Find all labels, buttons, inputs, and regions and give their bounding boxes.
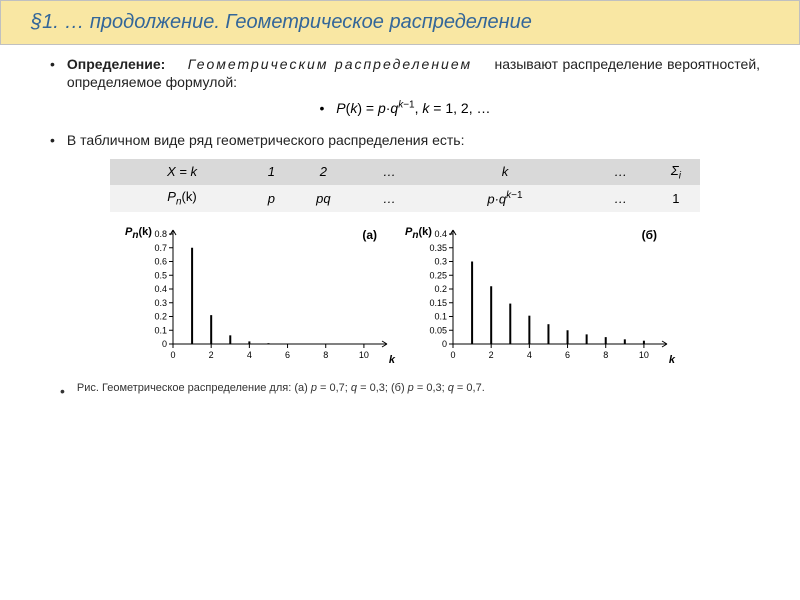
svg-text:0.25: 0.25 [429, 270, 447, 280]
svg-text:4: 4 [527, 350, 532, 360]
svg-text:0.3: 0.3 [434, 256, 447, 266]
caption-text: Рис. Геометрическое распределение для: (… [77, 382, 485, 394]
svg-text:2: 2 [209, 350, 214, 360]
formula-P: P [336, 100, 345, 116]
table-value-row: Pn(k) p pq … p·qk−1 … 1 [110, 185, 700, 212]
svg-text:10: 10 [359, 350, 369, 360]
table-header-cell: k [421, 159, 590, 186]
svg-text:0: 0 [450, 350, 455, 360]
svg-text:0.7: 0.7 [154, 243, 167, 253]
bullet-icon: • [50, 55, 55, 75]
svg-text:0.8: 0.8 [154, 229, 167, 239]
figure-caption: • Рис. Геометрическое распределение для:… [60, 382, 760, 402]
svg-text:8: 8 [603, 350, 608, 360]
svg-text:0.1: 0.1 [434, 311, 447, 321]
table-header-row: X = k 1 2 … k … Σi [110, 159, 700, 186]
svg-text:2: 2 [489, 350, 494, 360]
definition-italic: Геометрическим распределением [188, 56, 472, 72]
svg-text:0.35: 0.35 [429, 243, 447, 253]
chart-b-panel-label: (б) [642, 228, 657, 242]
definition-label: Определение: [67, 56, 165, 72]
chart-a-ylabel: Pn(k) [125, 226, 152, 241]
chart-a-panel-label: (а) [362, 228, 377, 242]
chart-b: Pn(k) (б) k 00.050.10.150.20.250.30.350.… [415, 224, 675, 364]
chart-a-xlabel: k [389, 354, 395, 366]
slide-header: §1. … продолжение. Геометрическое распре… [0, 0, 800, 45]
svg-text:10: 10 [639, 350, 649, 360]
slide-content: • Определение: Геометрическим распределе… [0, 45, 800, 411]
table-cell: … [358, 185, 420, 212]
table-header-cell: X = k [110, 159, 254, 186]
table-cell: 1 [652, 185, 700, 212]
table-intro-text: В табличном виде ряд геометрического рас… [67, 131, 760, 149]
bullet-icon: • [50, 131, 55, 151]
bullet-icon: • [60, 382, 65, 402]
table-header-cell: … [589, 159, 651, 186]
chart-a-svg: 0 0.1 0.2 0.3 0.4 0.5 0.6 0.7 0.8 0 2 4 6 8 10 [135, 224, 395, 364]
svg-text:0.4: 0.4 [434, 229, 447, 239]
svg-text:4: 4 [247, 350, 252, 360]
svg-text:6: 6 [285, 350, 290, 360]
table-row-label: Pn(k) [110, 185, 254, 212]
svg-text:0.1: 0.1 [154, 325, 167, 335]
svg-text:8: 8 [323, 350, 328, 360]
chart-b-svg: 0 0.05 0.1 0.15 0.2 0.25 0.3 0.35 0.4 0 2 4 6 8 10 [415, 224, 675, 364]
table-cell: … [589, 185, 651, 212]
table-cell: p [254, 185, 289, 212]
svg-text:0.05: 0.05 [429, 325, 447, 335]
charts-row: Pn(k) (а) k 0 0.1 0.2 0.3 0.4 0.5 0.6 0.7 0.8 0 2 4… [50, 224, 760, 364]
svg-text:0.2: 0.2 [154, 311, 167, 321]
table-header-cell: 2 [289, 159, 358, 186]
table-cell: p·qk−1 [421, 185, 590, 212]
header-title: §1. … продолжение. Геометрическое распре… [31, 11, 769, 34]
svg-text:0.5: 0.5 [154, 270, 167, 280]
table-intro-line: • В табличном виде ряд геометрического р… [50, 131, 760, 151]
svg-text:0.2: 0.2 [434, 284, 447, 294]
svg-text:0.3: 0.3 [154, 298, 167, 308]
svg-text:0: 0 [170, 350, 175, 360]
bullet-icon: • [320, 100, 325, 116]
definition-line: • Определение: Геометрическим распределе… [50, 55, 760, 91]
distribution-table: X = k 1 2 … k … Σi Pn(k) p pq … p·qk−1 …… [110, 159, 700, 212]
table-cell: pq [289, 185, 358, 212]
svg-text:0.4: 0.4 [154, 284, 167, 294]
svg-text:0: 0 [162, 339, 167, 349]
formula-line: • P(k) = p·qk−1, k = 1, 2, … [50, 99, 760, 119]
chart-b-ylabel: Pn(k) [405, 226, 432, 241]
svg-text:0.15: 0.15 [429, 298, 447, 308]
table-header-cell: Σi [652, 159, 700, 186]
svg-text:0.6: 0.6 [154, 256, 167, 266]
chart-b-xlabel: k [669, 354, 675, 366]
definition-text: Определение: Геометрическим распределени… [67, 55, 760, 91]
svg-text:6: 6 [565, 350, 570, 360]
table-header-cell: 1 [254, 159, 289, 186]
chart-a: Pn(k) (а) k 00.10.20.30.40.50.60.70.8024… [135, 224, 395, 364]
svg-text:0: 0 [442, 339, 447, 349]
table-header-cell: … [358, 159, 420, 186]
